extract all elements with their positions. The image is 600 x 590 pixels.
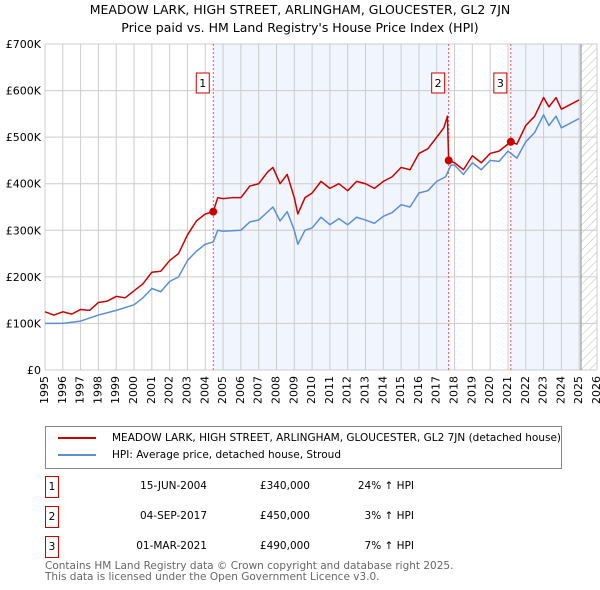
sale-point bbox=[506, 137, 515, 146]
x-tick-label: 1998 bbox=[91, 376, 104, 404]
sale-date: 01-MAR-2021 bbox=[136, 540, 207, 552]
x-tick-label: 1996 bbox=[56, 376, 69, 404]
x-tick-label: 2005 bbox=[216, 376, 229, 404]
sale-price: £450,000 bbox=[259, 510, 310, 522]
chart-subtitle: Price paid vs. HM Land Registry's House … bbox=[121, 20, 479, 35]
legend-label: MEADOW LARK, HIGH STREET, ARLINGHAM, GLO… bbox=[112, 432, 562, 444]
x-tick-label: 2025 bbox=[572, 376, 585, 404]
marker-badge: 2 bbox=[45, 506, 59, 528]
blue-line-swatch bbox=[58, 454, 96, 456]
copyright-text: Contains HM Land Registry data © Crown c… bbox=[45, 560, 454, 572]
x-tick-label: 2013 bbox=[359, 376, 372, 404]
x-tick-label: 1995 bbox=[38, 376, 51, 404]
x-tick-label: 2002 bbox=[163, 376, 176, 404]
x-tick-label: 2007 bbox=[252, 376, 265, 404]
sale-date: 15-JUN-2004 bbox=[140, 480, 207, 492]
y-tick-label: £700K bbox=[6, 38, 42, 51]
x-tick-label: 2000 bbox=[127, 376, 140, 404]
hpi-diff: 7% ↑ HPI bbox=[364, 540, 414, 552]
x-tick-label: 2020 bbox=[483, 376, 496, 404]
y-tick-label: £100K bbox=[6, 317, 42, 330]
shaded-period bbox=[213, 44, 449, 370]
sale-point bbox=[444, 156, 453, 165]
x-tick-label: 2017 bbox=[430, 376, 443, 404]
y-tick-label: £600K bbox=[6, 85, 42, 98]
hpi-diff: 3% ↑ HPI bbox=[364, 510, 414, 522]
x-tick-label: 1999 bbox=[109, 376, 122, 404]
sale-marker-box bbox=[195, 72, 210, 94]
x-tick-label: 2015 bbox=[394, 376, 407, 404]
y-tick-label: £500K bbox=[6, 131, 42, 144]
x-tick-label: 2026 bbox=[590, 376, 600, 404]
price-chart: 1995 1996 1997 1998 1999 2000 2001 2002 2003 2004… bbox=[6, 38, 600, 404]
hpi-diff: 24% ↑ HPI bbox=[357, 480, 414, 492]
x-tick-label: 2021 bbox=[501, 376, 514, 404]
sale-price: £340,000 bbox=[259, 480, 310, 492]
y-tick-label: £400K bbox=[6, 178, 42, 191]
x-tick-label: 2009 bbox=[287, 376, 300, 404]
y-tick-label: £0 bbox=[27, 364, 41, 377]
x-tick-label: 2014 bbox=[376, 376, 389, 404]
x-tick-label: 2008 bbox=[269, 376, 282, 404]
legend-item-hpi: HPI: Average price, detached house, Stro… bbox=[58, 449, 341, 461]
sale-marker-label: 1 bbox=[199, 77, 206, 90]
x-tick-label: 2001 bbox=[145, 376, 158, 404]
legend-label: HPI: Average price, detached house, Stro… bbox=[112, 449, 341, 461]
sale-marker-label: 3 bbox=[497, 77, 504, 90]
x-tick-label: 2016 bbox=[412, 376, 425, 404]
x-tick-label: 2012 bbox=[341, 376, 354, 404]
x-tick-label: 2010 bbox=[305, 376, 318, 404]
x-tick-label: 2004 bbox=[198, 376, 211, 404]
marker-badge: 1 bbox=[45, 476, 59, 498]
transaction-row: 3 01-MAR-2021 £490,000 7% ↑ HPI bbox=[45, 536, 445, 558]
legend-item-property: MEADOW LARK, HIGH STREET, ARLINGHAM, GLO… bbox=[58, 432, 561, 444]
x-tick-label: 2018 bbox=[448, 376, 461, 404]
legend: MEADOW LARK, HIGH STREET, ARLINGHAM, GLO… bbox=[45, 426, 562, 469]
sale-price: £490,000 bbox=[259, 540, 310, 552]
x-tick-label: 2006 bbox=[234, 376, 247, 404]
transaction-row: 2 04-SEP-2017 £450,000 3% ↑ HPI bbox=[45, 506, 445, 528]
marker-badge: 3 bbox=[45, 536, 59, 558]
red-line-swatch bbox=[58, 437, 96, 439]
y-tick-label: £300K bbox=[6, 224, 42, 237]
y-tick-label: £200K bbox=[6, 271, 42, 284]
shaded-period bbox=[510, 44, 581, 370]
x-tick-label: 2011 bbox=[323, 376, 336, 404]
footer: Contains HM Land Registry data © Crown c… bbox=[45, 561, 453, 583]
x-tick-label: 2003 bbox=[180, 376, 193, 404]
hpi-line bbox=[45, 114, 580, 325]
x-tick-label: 2023 bbox=[537, 376, 550, 404]
transaction-row: 1 15-JUN-2004 £340,000 24% ↑ HPI bbox=[45, 476, 445, 498]
sale-date: 04-SEP-2017 bbox=[139, 510, 207, 522]
x-tick-label: 1997 bbox=[74, 376, 87, 404]
x-tick-label: 2024 bbox=[554, 376, 567, 404]
sale-point bbox=[209, 207, 218, 216]
sale-marker-box bbox=[493, 72, 508, 94]
property-price-line bbox=[44, 96, 580, 316]
sale-marker-label: 2 bbox=[435, 77, 442, 90]
x-tick-label: 2019 bbox=[465, 376, 478, 404]
sale-marker-box bbox=[431, 72, 446, 94]
license-text: This data is licensed under the Open Gov… bbox=[45, 571, 380, 583]
x-tick-label: 2022 bbox=[519, 376, 532, 404]
forecast-hatch bbox=[580, 44, 597, 370]
chart-title: MEADOW LARK, HIGH STREET, ARLINGHAM, GLO… bbox=[89, 2, 511, 17]
